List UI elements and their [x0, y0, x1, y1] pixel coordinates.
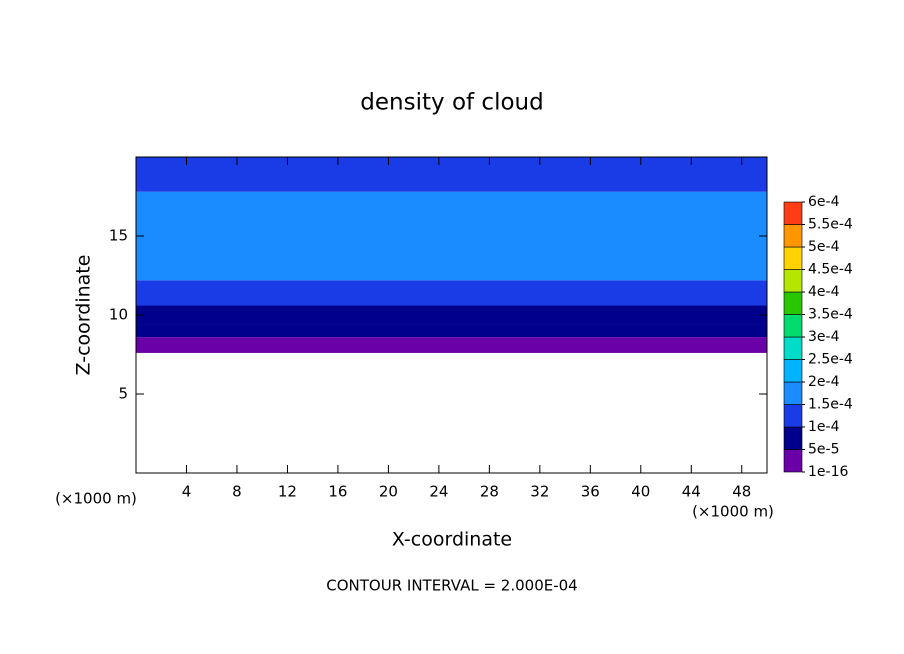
- y-tick-label: 15: [109, 227, 128, 245]
- contour-band: [136, 324, 767, 338]
- colorbar-label: 5.5e-4: [808, 217, 853, 233]
- y-tick-label: 5: [118, 385, 128, 403]
- colorbar-label: 2e-4: [808, 374, 840, 390]
- y-tick-label: 10: [109, 306, 128, 324]
- colorbar-swatch: [783, 291, 803, 315]
- colorbar-swatch: [783, 224, 803, 248]
- colorbar-swatch: [783, 336, 803, 360]
- colorbar-swatch: [783, 426, 803, 450]
- colorbar-swatch: [783, 404, 803, 428]
- x-axis-label: X-coordinate: [392, 529, 512, 551]
- colorbar-swatch: [783, 314, 803, 338]
- colorbar-label: 3.5e-4: [808, 307, 853, 323]
- x-tick-label: 28: [480, 483, 499, 501]
- x-tick-label: 4: [182, 483, 192, 501]
- colorbar-label: 1.5e-4: [808, 397, 853, 413]
- colorbar-label: 1e-16: [808, 464, 848, 480]
- colorbar-label: 2.5e-4: [808, 352, 853, 368]
- contour-band: [136, 157, 767, 192]
- x-tick-label: 20: [379, 483, 398, 501]
- colorbar-swatch: [783, 359, 803, 383]
- colorbar-swatch: [783, 381, 803, 405]
- colorbar-label: 5e-4: [808, 239, 840, 255]
- x-tick-label: 48: [732, 483, 751, 501]
- chart-title: density of cloud: [360, 90, 543, 116]
- colorbar-label: 5e-5: [808, 442, 839, 458]
- footer-note: CONTOUR INTERVAL = 2.000E-04: [326, 577, 577, 595]
- colorbar-label: 4e-4: [808, 284, 840, 300]
- x-tick-label: 36: [581, 483, 600, 501]
- contour-band: [136, 305, 767, 325]
- contour-band: [136, 280, 767, 306]
- colorbar-swatch: [783, 246, 803, 270]
- contour-band: [136, 337, 767, 353]
- colorbar-swatch: [783, 449, 803, 473]
- colorbar-label: 1e-4: [808, 419, 840, 435]
- colorbar-label: 6e-4: [808, 194, 840, 210]
- colorbar-swatch: [783, 269, 803, 293]
- x-tick-label: 16: [328, 483, 347, 501]
- y-axis-label: Z-coordinate: [73, 255, 95, 376]
- contour-band: [136, 191, 767, 281]
- x-unit-label: (×1000 m): [692, 503, 774, 521]
- colorbar-label: 3e-4: [808, 329, 840, 345]
- colorbar-label: 4.5e-4: [808, 262, 853, 278]
- x-tick-label: 44: [682, 483, 701, 501]
- colorbar-swatch: [783, 201, 803, 225]
- x-tick-label: 40: [631, 483, 650, 501]
- x-tick-label: 24: [429, 483, 448, 501]
- x-tick-label: 12: [278, 483, 297, 501]
- x-tick-label: 32: [530, 483, 549, 501]
- x-tick-label: 8: [232, 483, 242, 501]
- y-unit-label: (×1000 m): [55, 490, 137, 508]
